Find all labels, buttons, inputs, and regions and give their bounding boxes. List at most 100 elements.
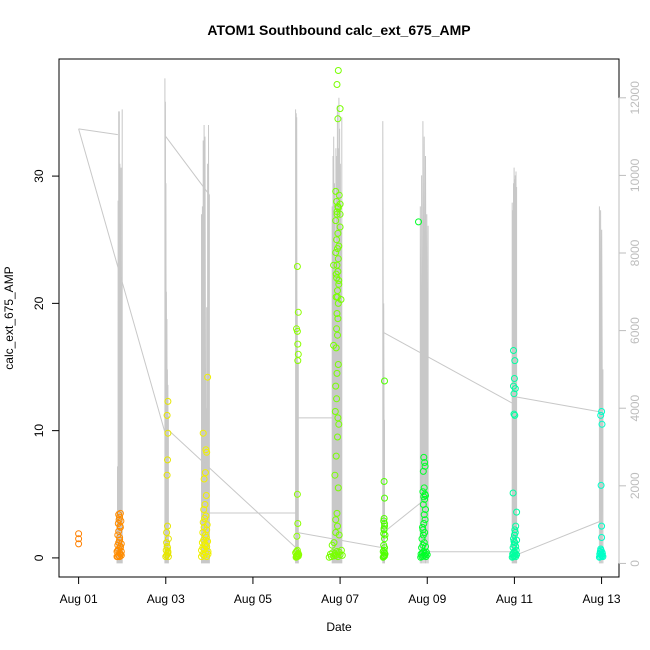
data-point: [381, 535, 388, 543]
data-point: [512, 522, 520, 530]
data-point: [511, 550, 519, 557]
data-point: [293, 263, 301, 270]
data-point: [333, 81, 341, 88]
secondary-connector-6: [296, 531, 384, 549]
data-point: [294, 340, 302, 348]
data-point: [335, 191, 343, 199]
data-point: [509, 489, 517, 497]
data-point: [421, 459, 429, 466]
data-point: [334, 484, 342, 492]
data-point: [330, 261, 338, 269]
data-point: [163, 529, 171, 536]
data-point: [204, 537, 212, 545]
secondary-spikes-3: [295, 109, 299, 564]
secondary-connector-8: [383, 497, 428, 533]
data-point: [334, 361, 342, 368]
data-point: [381, 544, 388, 552]
data-point: [164, 522, 171, 530]
data-point: [201, 469, 209, 477]
series-4: [292, 263, 303, 561]
data-point: [513, 508, 521, 516]
data-point: [597, 481, 605, 489]
data-point: [204, 550, 212, 558]
x-axis: Aug 01 Aug 03 Aug 05 Aug 07 Aug 09 Aug 11 Aug …: [60, 576, 621, 606]
x-tick-label: Aug 01: [60, 592, 98, 606]
data-point: [163, 539, 171, 547]
data-point: [334, 433, 341, 441]
series-7: [415, 218, 431, 561]
secondary-connector-0: [78, 128, 118, 136]
data-point: [421, 516, 429, 524]
y-axis-left: 0 10 20 30: [32, 169, 60, 561]
data-point: [164, 456, 171, 464]
data-point: [415, 218, 422, 226]
data-point: [380, 546, 388, 554]
data-point: [200, 506, 208, 513]
data-point: [380, 515, 388, 522]
y2-tick-label: 0: [628, 560, 642, 567]
secondary-connector-11: [514, 396, 602, 413]
data-point: [202, 512, 210, 520]
x-tick-label: Aug 07: [321, 592, 359, 606]
data-point: [203, 521, 211, 529]
data-point: [331, 471, 339, 479]
secondary-spikes-5: [382, 121, 385, 564]
data-point: [334, 229, 342, 237]
data-point: [420, 453, 428, 461]
data-point: [381, 520, 388, 527]
data-point: [381, 549, 388, 557]
series-5: [325, 67, 346, 561]
data-point: [202, 446, 210, 454]
secondary-connector-1: [78, 128, 167, 436]
data-point: [75, 540, 83, 548]
data-point: [116, 509, 124, 517]
data-point: [164, 549, 172, 557]
y-tick-label: 30: [32, 169, 46, 183]
data-point: [164, 544, 171, 552]
data-point: [332, 187, 340, 195]
data-point: [334, 522, 341, 530]
data-point: [294, 550, 302, 557]
data-point: [201, 501, 209, 508]
data-point: [334, 203, 342, 211]
data-point: [330, 539, 338, 547]
data-point: [202, 492, 210, 499]
data-point: [336, 105, 344, 113]
data-point: [333, 236, 341, 244]
y-axis-label: calc_ext_675_AMP: [2, 266, 16, 369]
data-point: [510, 390, 518, 398]
data-point: [116, 513, 124, 521]
data-point: [511, 411, 519, 419]
secondary-spikes-0: [116, 109, 123, 564]
data-point: [332, 452, 340, 460]
data-point: [419, 526, 427, 534]
data-point: [333, 310, 341, 317]
data-point: [204, 548, 212, 555]
data-point: [597, 545, 605, 553]
data-point: [293, 532, 301, 540]
data-point: [422, 492, 429, 499]
series-6: [379, 377, 389, 561]
data-point: [597, 411, 605, 419]
data-point: [200, 475, 208, 483]
data-point: [336, 210, 344, 218]
data-point: [334, 315, 342, 323]
data-point: [116, 534, 124, 541]
y-tick-label: 20: [32, 296, 46, 310]
data-point: [115, 516, 123, 524]
data-point: [422, 543, 429, 550]
data-point: [335, 242, 343, 250]
data-point: [419, 523, 426, 531]
secondary-connector-7: [383, 332, 515, 405]
data-point: [332, 270, 340, 278]
data-point: [294, 308, 302, 316]
data-point: [293, 327, 301, 335]
data-point: [511, 526, 519, 534]
secondary-trace-layer: [78, 78, 604, 564]
series-9: [595, 408, 607, 561]
data-point: [334, 331, 341, 339]
data-point: [380, 525, 388, 533]
x-tick-label: Aug 11: [496, 592, 533, 606]
y2-tick-label: 6000: [628, 317, 642, 344]
